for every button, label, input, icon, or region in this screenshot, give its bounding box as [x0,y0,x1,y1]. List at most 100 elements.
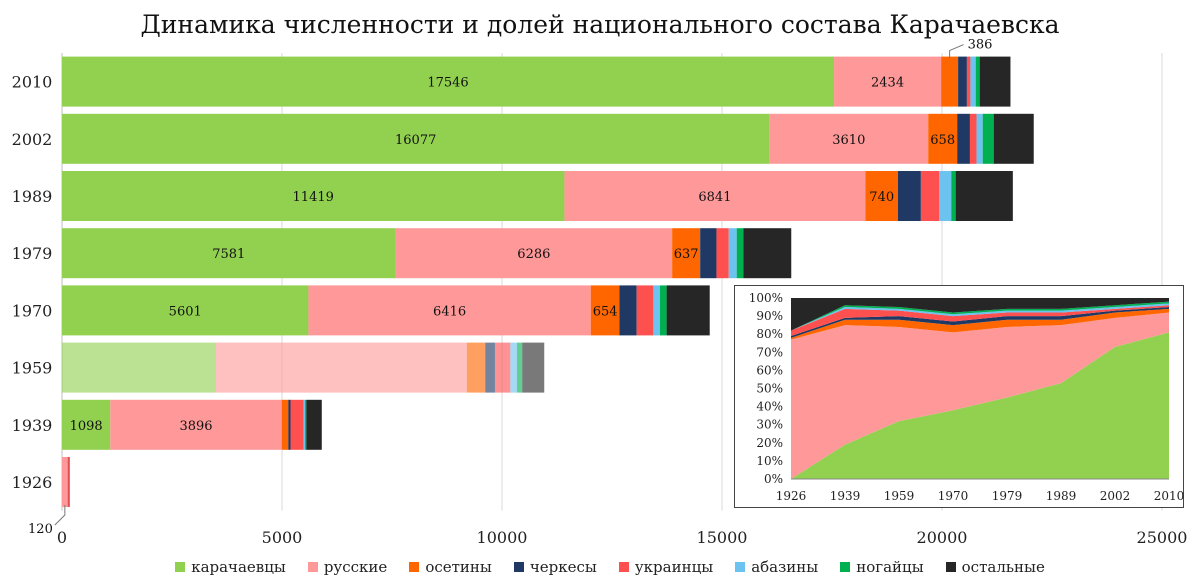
bar-segment-ukrainian-1979 [716,228,729,279]
bar-segment-karachai-1959 [62,342,216,393]
bar-segment-ukrainian-2002 [969,113,977,164]
bar-segment-karachai-1989 [62,171,565,221]
data-label: 658 [930,133,955,148]
bar-segment-nogai-1939 [305,399,307,450]
bar-segment-russian-1959 [216,342,467,393]
bar-segment-other-1959 [522,342,545,393]
data-label: 740 [869,190,894,205]
y-tick-label: 1970 [12,301,53,320]
area-ukrainian [791,305,1169,337]
x-tick-label: 0 [57,528,67,547]
bar-segment-russian-1926 [62,457,68,507]
inset-y-tick-label: 70% [756,345,783,359]
bar-segment-karachai-1939 [62,399,111,450]
bar-segment-abaza-2010 [970,56,976,107]
legend-item-other: остальные [945,558,1045,576]
data-label: 1098 [70,419,103,434]
bar-segment-abaza-1959 [510,342,517,393]
callout-label: 120 [28,522,53,537]
bar-segment-russian-1979 [395,228,673,279]
inset-y-tick-label: 100% [749,291,783,305]
inset-y-tick-label: 80% [756,327,783,341]
bar-segment-ossetian-2010 [941,56,959,107]
data-label: 6286 [517,247,550,262]
legend-swatch [409,562,420,572]
bar-segment-russian-1989 [564,171,866,221]
legend-item-abaza: абазины [735,558,818,576]
bar-segment-karachai-1979 [62,228,396,279]
x-tick-label: 20000 [917,528,968,547]
legend-label: русские [323,558,388,576]
bar-segment-nogai-2010 [975,56,980,107]
bar-segment-ukrainian-1959 [494,342,511,393]
y-tick-label: 1989 [12,187,53,206]
legend-item-ukrainian: украинцы [618,558,714,576]
legend-label: черкесы [529,558,597,576]
bar-segment-other-1926 [69,457,70,507]
legend-label: осетины [425,558,492,576]
bar-segment-other-2002 [993,113,1034,164]
inset-x-tick-label: 2010 [1154,489,1185,503]
y-tick-label: 2002 [12,130,53,149]
area-circassian [791,307,1169,338]
data-label: 637 [674,247,699,262]
bar-segment-russian-1970 [308,285,591,336]
data-label: 17546 [427,76,468,91]
bar-segment-nogai-1970 [660,285,667,336]
data-label: 654 [593,304,618,319]
data-label: 6416 [433,304,466,319]
area-abaza [791,303,1169,331]
bar-segment-abaza-1970 [653,285,661,336]
legend-item-nogai: ногайцы [840,558,924,576]
inset-y-tick-label: 90% [756,309,783,323]
legend-label: ногайцы [856,558,924,576]
x-tick-label: 10000 [477,528,528,547]
area-other [791,298,1169,331]
y-tick-label: 1926 [12,473,53,492]
bar-segment-ukrainian-1926 [68,457,70,507]
bar-segment-circassian-2010 [958,56,967,107]
bar-segment-russian-1939 [110,399,282,450]
data-label: 5601 [169,304,202,319]
inset-x-tick-label: 1970 [938,489,969,503]
area-karachai [791,332,1169,479]
y-tick-label: 1959 [12,359,53,378]
bar-segment-other-2010 [979,56,1011,107]
inset-y-tick-label: 10% [756,454,783,468]
legend-item-russian: русские [307,558,388,576]
inset-y-tick-label: 50% [756,382,783,396]
bar-segment-other-1970 [666,285,710,336]
chart-title: Динамика численности и долей национально… [140,10,1060,39]
percent-area-chart: 0% 10% 20% 30% 40% 50% 60% 70% 80% 90% 100% 1926 193… [749,291,1185,503]
bar-segment-circassian-1970 [619,285,637,336]
bar-segment-abaza-1979 [728,228,737,279]
bar-segment-circassian-1989 [898,171,921,221]
inset-x-tick-label: 2002 [1100,489,1131,503]
legend-label: абазины [751,558,819,576]
callout-leader [949,44,964,59]
bar-segment-nogai-1989 [951,171,956,221]
data-label: 11419 [293,190,334,205]
bar-segment-ukrainian-1970 [636,285,654,336]
bar-segment-ossetian-1989 [865,171,898,221]
inset-y-tick-label: 30% [756,418,783,432]
bar-segment-circassian-2002 [957,113,970,164]
callout-label: 386 [968,38,993,53]
bar-segment-other-1989 [955,171,1013,221]
bar-segment-ossetian-1939 [281,399,289,450]
bar-segment-abaza-1939 [303,399,306,450]
area-ossetian [791,308,1169,340]
legend-swatch [175,562,186,572]
legend-label: украинцы [634,558,714,576]
bar-segment-ossetian-1979 [672,228,701,279]
legend-swatch [840,562,851,572]
bar-segment-other-1979 [743,228,792,279]
legend-label: карачаевцы [191,558,286,576]
data-label: 3896 [179,419,212,434]
legend-swatch [307,562,318,572]
bar-segment-ossetian-1970 [590,285,620,336]
inset-x-tick-label: 1989 [1046,489,1077,503]
bar-segment-karachai-2010 [62,56,835,107]
bar-segment-ossetian-1959 [466,342,486,393]
